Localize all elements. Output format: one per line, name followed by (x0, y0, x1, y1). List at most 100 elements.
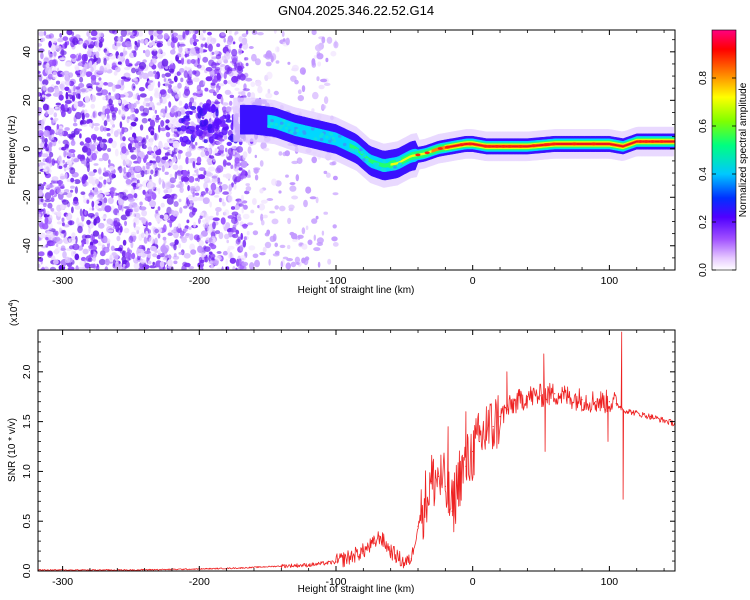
noise-speck (265, 61, 272, 67)
noise-speck (266, 198, 274, 201)
noise-speck (255, 79, 262, 87)
noise-speck (172, 32, 179, 37)
snr-point (239, 567, 241, 569)
noise-speck (126, 171, 132, 178)
noise-speck (122, 239, 127, 246)
ridge-peak-speck (643, 140, 649, 143)
noise-speck (207, 31, 212, 36)
noise-speck (237, 216, 242, 221)
noise-speck (62, 36, 69, 41)
noise-speck (318, 84, 325, 90)
noise-speck (218, 232, 224, 240)
ridge-speck (302, 131, 307, 135)
ridge-speck (284, 126, 289, 130)
noise-speck (54, 186, 61, 194)
noise-speck (213, 195, 220, 198)
noise-speck (270, 55, 274, 63)
noise-speck (238, 48, 242, 55)
noise-speck (232, 149, 236, 155)
noise-speck (86, 31, 90, 37)
noise-speck (280, 261, 283, 268)
snr-point (308, 564, 310, 566)
noise-speck (96, 136, 103, 141)
noise-speck (46, 156, 52, 164)
noise-speck (225, 266, 230, 270)
noise-speck (154, 228, 160, 234)
noise-speck (93, 218, 97, 226)
noise-speck (65, 212, 73, 221)
noise-speck (254, 259, 260, 268)
noise-speck (193, 221, 197, 228)
noise-speck (43, 266, 49, 270)
noise-speck (81, 214, 85, 222)
noise-speck (209, 155, 215, 159)
noise-speck (311, 156, 318, 164)
noise-speck (307, 239, 313, 246)
noise-speck (69, 167, 74, 171)
noise-speck (118, 109, 121, 115)
noise-speck (173, 260, 178, 265)
noise-speck (49, 266, 57, 270)
snr-point (478, 440, 481, 443)
noise-speck (71, 31, 75, 36)
noise-speck (210, 37, 217, 45)
noise-speck (226, 38, 233, 46)
noise-speck (64, 41, 68, 49)
noise-speck (139, 206, 147, 211)
noise-speck (78, 40, 84, 45)
ridge-peak-speck (551, 142, 557, 146)
noise-speck (46, 230, 53, 238)
noise-speck (321, 36, 326, 44)
noise-speck (169, 64, 174, 69)
noise-speck (278, 190, 282, 194)
ridge-peak-speck (424, 151, 430, 155)
noise-speck (134, 142, 139, 148)
noise-speck (74, 179, 81, 185)
noise-speck (162, 181, 166, 189)
noise-speck (136, 173, 142, 179)
noise-speck (254, 174, 259, 181)
noise-speck (257, 85, 263, 94)
noise-speck (58, 140, 61, 144)
noise-speck (269, 210, 276, 214)
noise-speck (84, 95, 90, 104)
noise-speck (260, 199, 268, 204)
noise-speck (144, 170, 149, 175)
noise-speck (183, 253, 191, 259)
snr-point (444, 485, 446, 487)
noise-speck (234, 31, 239, 35)
noise-speck (59, 175, 66, 180)
noise-speck (193, 39, 199, 42)
noise-speck (202, 80, 206, 85)
noise-speck (108, 30, 116, 34)
noise-speck (192, 77, 200, 83)
ridge-peak-speck (571, 142, 577, 146)
noise-speck (109, 53, 117, 60)
y-tick-label: 1.0 (21, 464, 33, 479)
noise-speck (116, 129, 121, 134)
noise-speck (143, 50, 146, 54)
noise-speck (41, 223, 49, 230)
noise-speck (68, 72, 74, 78)
noise-speck (118, 165, 123, 174)
snr-point (513, 403, 515, 405)
noise-speck (239, 73, 246, 81)
noise-speck (79, 208, 83, 217)
noise-speck (303, 199, 308, 208)
snr-point (526, 396, 529, 398)
noise-speck (137, 253, 143, 257)
noise-speck (53, 259, 59, 265)
noise-speck (150, 130, 155, 136)
noise-speck (199, 215, 203, 220)
noise-speck (177, 82, 182, 89)
noise-speck (77, 154, 82, 160)
y-tick-label: -40 (21, 238, 33, 253)
noise-speck (178, 165, 183, 171)
noise-speck (187, 194, 194, 200)
noise-speck (223, 72, 227, 79)
noise-speck (124, 66, 131, 71)
noise-speck (251, 30, 258, 35)
noise-speck (295, 174, 299, 182)
noise-speck (225, 106, 232, 113)
noise-speck (213, 101, 221, 105)
